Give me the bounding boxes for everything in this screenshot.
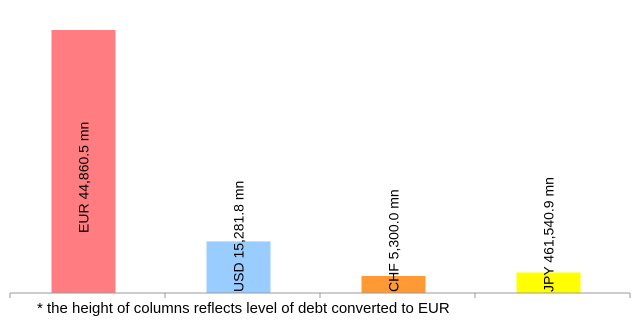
bar-eur <box>51 30 116 293</box>
debt-by-currency-chart: EUR 44,860.5 mn USD 15,281.8 mn CHF 5,300.… <box>9 30 631 298</box>
bars-group <box>51 30 581 293</box>
value-label-usd: USD 15,281.8 mn <box>231 181 247 292</box>
x-axis <box>9 292 631 298</box>
bar-usd <box>206 241 271 293</box>
bar-jpy <box>516 272 581 293</box>
value-label-chf: CHF 5,300.0 mn <box>386 189 402 292</box>
footnote: * the height of columns reflects level o… <box>37 300 450 317</box>
value-labels-group: EUR 44,860.5 mn USD 15,281.8 mn CHF 5,300.… <box>76 122 557 292</box>
bar-chf <box>361 275 426 293</box>
value-label-eur: EUR 44,860.5 mn <box>76 122 92 233</box>
value-label-jpy: JPY 461,540.9 mn <box>541 177 557 292</box>
